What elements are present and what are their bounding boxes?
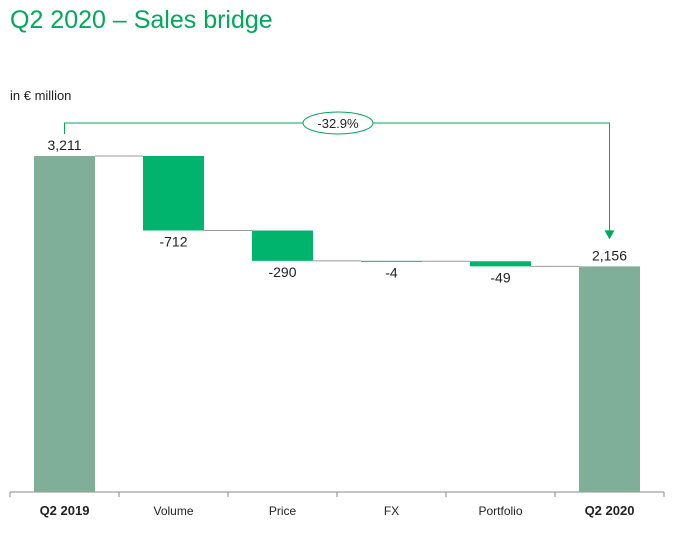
x-tick-label: Volume <box>153 504 193 518</box>
bar-fx <box>361 260 422 262</box>
chart-title: Q2 2020 – Sales bridge <box>10 6 273 34</box>
x-tick-label: Portfolio <box>478 504 522 518</box>
data-label: -290 <box>268 264 296 280</box>
x-tick-label: FX <box>384 504 399 518</box>
change-arrow-head <box>604 230 615 240</box>
bar-q2-2020 <box>579 266 640 492</box>
bar-price <box>252 230 313 261</box>
data-label: -712 <box>159 234 187 250</box>
data-label: -49 <box>490 269 510 285</box>
bar-portfolio <box>470 261 531 267</box>
bar-volume <box>143 156 204 231</box>
x-tick-label: Q2 2020 <box>585 503 635 518</box>
change-label: -32.9% <box>317 116 359 131</box>
x-tick-label: Price <box>269 504 297 518</box>
unit-label: in € million <box>10 88 72 103</box>
data-label: 2,156 <box>592 247 627 263</box>
x-tick-label: Q2 2019 <box>40 503 90 518</box>
data-label: -4 <box>385 264 398 280</box>
change-badge <box>302 111 374 135</box>
bar-q2-2019 <box>34 156 95 492</box>
data-label: 3,211 <box>48 137 82 153</box>
